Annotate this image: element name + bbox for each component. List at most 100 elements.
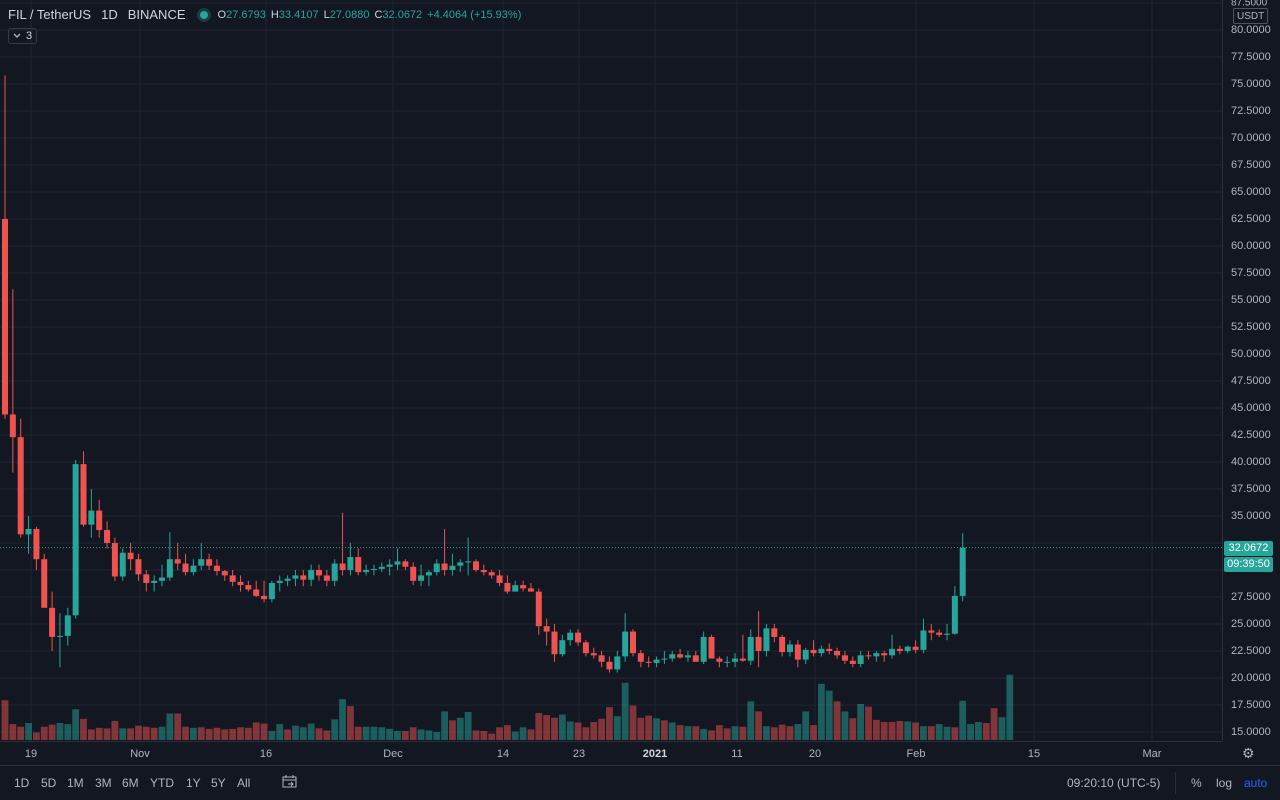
log-scale-button[interactable]: log	[1216, 776, 1233, 790]
candle-body	[543, 626, 550, 632]
price-tick: 25.0000	[1231, 618, 1271, 630]
candle-body	[669, 654, 676, 659]
interval-label[interactable]: 1D	[101, 7, 118, 22]
candle	[316, 564, 322, 581]
price-change-value: +4.4064 (+15.93%)	[427, 8, 522, 21]
volume-bar	[880, 721, 888, 740]
candle-body	[386, 564, 393, 567]
candle	[457, 559, 464, 573]
price-axis[interactable]: 87.5000 80.0000 77.5000 75.0000 72.5000 70.0…	[1222, 0, 1280, 741]
candlesticks	[2, 75, 966, 673]
volume-bar	[723, 728, 731, 740]
volume-bar	[645, 715, 653, 740]
volume-bar	[857, 703, 865, 740]
candle	[347, 543, 354, 576]
candle-body	[928, 630, 935, 633]
candle	[2, 75, 8, 419]
range-button-1y[interactable]: 1Y	[186, 776, 201, 790]
range-button-ytd[interactable]: YTD	[150, 776, 174, 790]
volume-bar	[872, 719, 880, 740]
candle	[826, 643, 833, 655]
candle	[9, 289, 16, 473]
open-value: 27.6793	[226, 8, 266, 21]
candle-body	[810, 649, 817, 654]
percent-scale-button[interactable]: %	[1191, 776, 1202, 790]
candle-body	[881, 653, 888, 656]
candle	[441, 528, 448, 576]
candle	[480, 564, 487, 576]
candle-body	[480, 570, 487, 573]
symbol-label[interactable]: FIL / TetherUS	[8, 7, 92, 22]
volume-bar	[692, 726, 700, 740]
candle	[834, 647, 841, 659]
candle	[17, 418, 24, 538]
candle	[535, 588, 542, 635]
range-button-1m[interactable]: 1M	[67, 776, 84, 790]
time-tick: Feb	[906, 748, 926, 760]
candle-body	[276, 580, 283, 583]
volume-bar	[802, 711, 810, 740]
candle-body	[104, 530, 111, 543]
volume-bar	[566, 721, 574, 740]
volume-bar	[87, 729, 95, 740]
volume-bar	[912, 722, 919, 740]
candle-body	[49, 607, 56, 637]
exchange-label: BINANCE	[127, 7, 186, 22]
range-button-3m[interactable]: 3M	[95, 776, 112, 790]
volume-bar	[370, 726, 378, 740]
volume-bar	[386, 728, 394, 740]
time-axis[interactable]: 19 Nov 16 Dec 14 23 2021 11 20 Feb 15 Mar	[0, 741, 1222, 765]
candle-body	[771, 628, 778, 637]
candle	[912, 640, 919, 654]
candle	[80, 451, 87, 527]
settings-icon[interactable]: ⚙	[1242, 745, 1255, 761]
price-chart[interactable]	[0, 0, 1222, 741]
candle	[300, 570, 307, 587]
volume-bar	[323, 730, 331, 740]
range-button-1d[interactable]: 1D	[14, 776, 30, 790]
volume-bar	[778, 724, 786, 740]
candle	[904, 645, 911, 654]
candle-body	[653, 659, 660, 663]
candle-body	[253, 589, 260, 596]
candle-body	[920, 630, 927, 650]
candle-body	[488, 572, 495, 576]
candle-body	[80, 464, 87, 525]
volume-bar	[519, 727, 527, 740]
candle	[268, 580, 275, 603]
volume-bar	[543, 715, 551, 740]
volume-bar	[551, 717, 558, 740]
range-button-5d[interactable]: 5D	[41, 776, 57, 790]
timezone-clock[interactable]: 09:20:10 (UTC-5)	[1067, 776, 1161, 790]
candle-body	[221, 571, 228, 576]
candle-body	[889, 648, 896, 656]
auto-scale-button[interactable]: auto	[1244, 776, 1268, 790]
candle-body	[159, 577, 165, 581]
candle-body	[96, 510, 103, 531]
candle	[739, 634, 746, 662]
price-tick: 47.5000	[1231, 375, 1271, 387]
range-button-all[interactable]: All	[237, 776, 251, 790]
volume-bar	[763, 726, 770, 740]
candle-body	[590, 653, 597, 656]
volume-bar	[433, 732, 441, 740]
candle	[889, 634, 896, 659]
volume-bar	[668, 722, 676, 740]
volume-bar	[119, 728, 127, 740]
candle	[755, 611, 762, 668]
price-tick: 55.0000	[1231, 294, 1271, 306]
volume-bar	[637, 717, 645, 740]
volume-bar	[441, 711, 448, 740]
candle	[928, 624, 935, 641]
indicators-toggle-button[interactable]: 3	[8, 28, 38, 44]
price-tick: 40.0000	[1231, 456, 1271, 468]
go-to-date-icon[interactable]	[282, 774, 298, 791]
candle	[716, 656, 723, 668]
candle-body	[72, 464, 79, 616]
candle-body	[56, 635, 63, 637]
range-button-5y[interactable]: 5Y	[211, 776, 226, 790]
close-value: 32.0672	[382, 8, 423, 21]
range-button-6m[interactable]: 6M	[122, 776, 139, 790]
currency-label[interactable]: USDT	[1233, 8, 1269, 24]
candle-body	[826, 648, 833, 651]
